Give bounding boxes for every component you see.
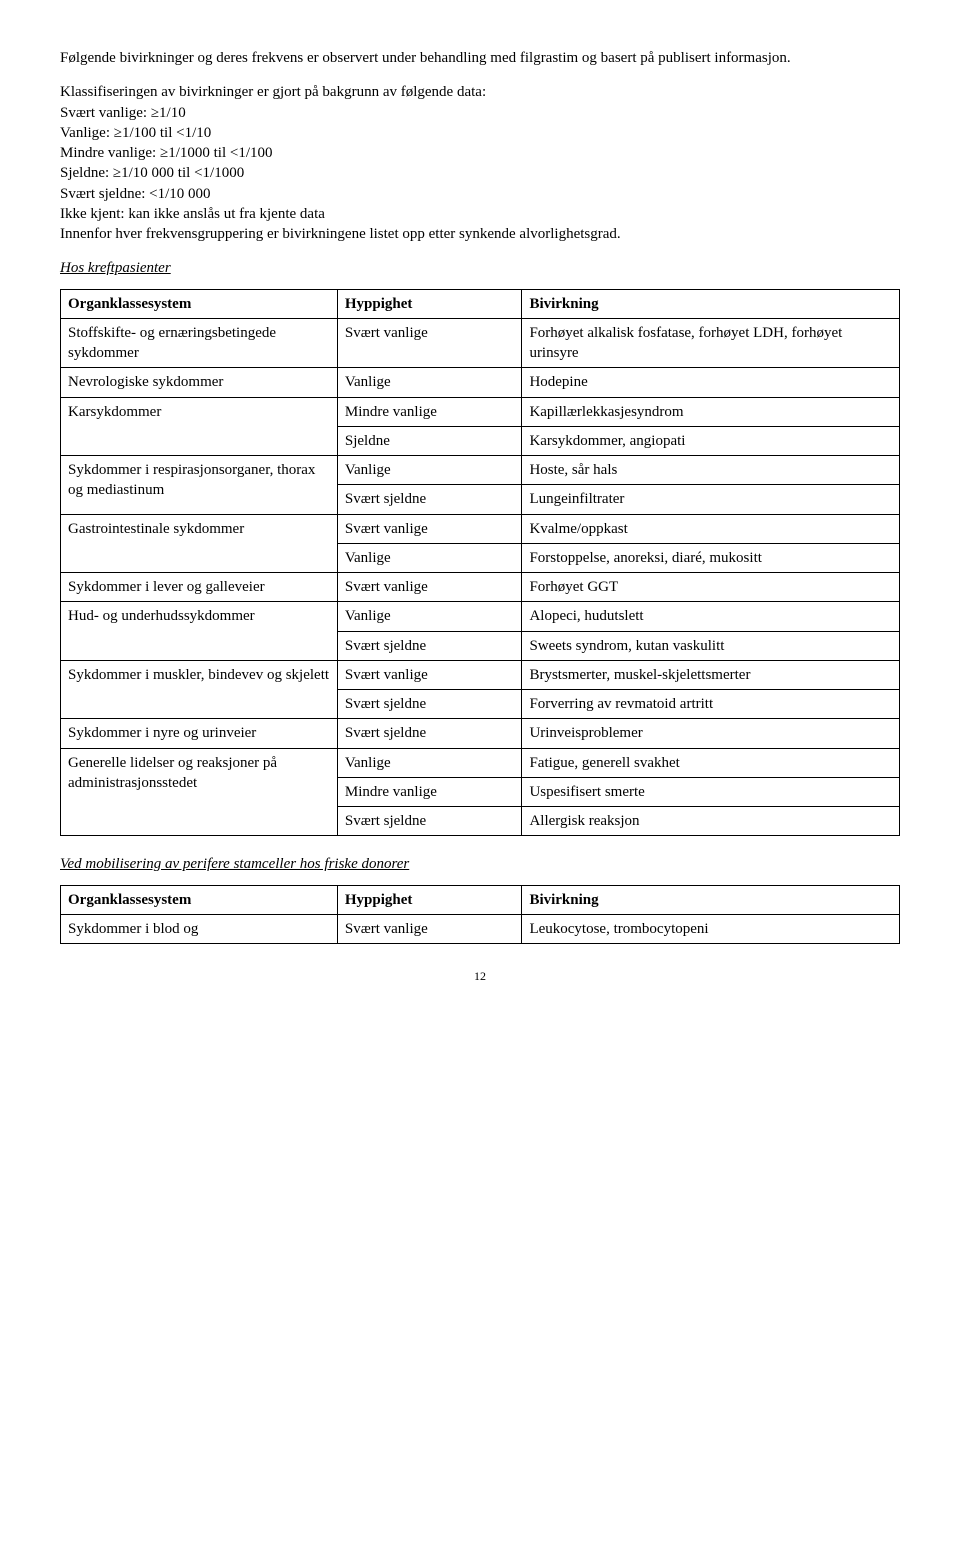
table-header-cell: Hyppighet (337, 289, 522, 318)
table-header-row: OrganklassesystemHyppighetBivirkning (61, 289, 900, 318)
table-row: Sykdommer i lever og galleveierSvært van… (61, 573, 900, 602)
table-cell: Hoste, sår hals (522, 456, 900, 485)
def-line: Svært sjeldne: <1/10 000 (60, 184, 900, 204)
table-cell: Svært vanlige (337, 660, 522, 689)
def-line: Svært vanlige: ≥1/10 (60, 103, 900, 123)
table-cell: Gastrointestinale sykdommer (61, 514, 338, 573)
table-row: Nevrologiske sykdommerVanligeHodepine (61, 368, 900, 397)
table-cell: Fatigue, generell svakhet (522, 748, 900, 777)
table-cell: Svært sjeldne (337, 690, 522, 719)
table-cell: Vanlige (337, 748, 522, 777)
table-cell: Uspesifisert smerte (522, 777, 900, 806)
table-cell: Stoffskifte- og ernæringsbetingede sykdo… (61, 318, 338, 368)
table-header-cell: Organklassesystem (61, 885, 338, 914)
def-line: Mindre vanlige: ≥1/1000 til <1/100 (60, 143, 900, 163)
table-cell: Sykdommer i respirasjonsorganer, thorax … (61, 456, 338, 515)
defs-intro: Klassifiseringen av bivirkninger er gjor… (60, 82, 900, 102)
table-2: OrganklassesystemHyppighetBivirkningSykd… (60, 885, 900, 945)
table-cell: Forhøyet alkalisk fosfatase, forhøyet LD… (522, 318, 900, 368)
table-cell: Allergisk reaksjon (522, 807, 900, 836)
table-cell: Karsykdommer, angiopati (522, 426, 900, 455)
table-row: Generelle lidelser og reaksjoner på admi… (61, 748, 900, 777)
table-cell: Brystsmerter, muskel-skjelettsmerter (522, 660, 900, 689)
def-line: Vanlige: ≥1/100 til <1/10 (60, 123, 900, 143)
defs-post: Innenfor hver frekvensgruppering er bivi… (60, 224, 900, 244)
table-cell: Svært sjeldne (337, 485, 522, 514)
table-header-cell: Organklassesystem (61, 289, 338, 318)
table-cell: Mindre vanlige (337, 397, 522, 426)
table-cell: Sjeldne (337, 426, 522, 455)
table-cell: Vanlige (337, 602, 522, 631)
table-header-cell: Hyppighet (337, 885, 522, 914)
table-cell: Vanlige (337, 368, 522, 397)
table-cell: Nevrologiske sykdommer (61, 368, 338, 397)
table-row: Gastrointestinale sykdommerSvært vanlige… (61, 514, 900, 543)
table-cell: Hodepine (522, 368, 900, 397)
table-cell: Mindre vanlige (337, 777, 522, 806)
table-cell: Forstoppelse, anoreksi, diaré, mukositt (522, 543, 900, 572)
table-cell: Karsykdommer (61, 397, 338, 456)
table-row: Sykdommer i blod ogSvært vanligeLeukocyt… (61, 914, 900, 943)
table-cell: Generelle lidelser og reaksjoner på admi… (61, 748, 338, 836)
table-cell: Kapillærlekkasjesyndrom (522, 397, 900, 426)
intro-paragraph: Følgende bivirkninger og deres frekvens … (60, 48, 900, 68)
table-cell: Svært vanlige (337, 318, 522, 368)
def-line: Ikke kjent: kan ikke anslås ut fra kjent… (60, 204, 900, 224)
page-number: 12 (60, 968, 900, 984)
table-cell: Svært vanlige (337, 914, 522, 943)
table-cell: Forhøyet GGT (522, 573, 900, 602)
table-cell: Lungeinfiltrater (522, 485, 900, 514)
table-row: Sykdommer i muskler, bindevev og skjelet… (61, 660, 900, 689)
table-cell: Forverring av revmatoid artritt (522, 690, 900, 719)
table-header-cell: Bivirkning (522, 885, 900, 914)
table-1: OrganklassesystemHyppighetBivirkningStof… (60, 289, 900, 837)
table-row: Sykdommer i nyre og urinveierSvært sjeld… (61, 719, 900, 748)
table-header-row: OrganklassesystemHyppighetBivirkning (61, 885, 900, 914)
table-cell: Sykdommer i lever og galleveier (61, 573, 338, 602)
table-cell: Svært sjeldne (337, 807, 522, 836)
section1-title: Hos kreftpasienter (60, 258, 900, 278)
table-row: KarsykdommerMindre vanligeKapillærlekkas… (61, 397, 900, 426)
section2-title: Ved mobilisering av perifere stamceller … (60, 854, 900, 874)
table-cell: Sweets syndrom, kutan vaskulitt (522, 631, 900, 660)
definitions-block: Klassifiseringen av bivirkninger er gjor… (60, 82, 900, 244)
table-row: Hud- og underhudssykdommerVanligeAlopeci… (61, 602, 900, 631)
table-cell: Sykdommer i muskler, bindevev og skjelet… (61, 660, 338, 719)
table-cell: Kvalme/oppkast (522, 514, 900, 543)
table-cell: Svært vanlige (337, 514, 522, 543)
table-cell: Sykdommer i blod og (61, 914, 338, 943)
table-cell: Sykdommer i nyre og urinveier (61, 719, 338, 748)
table-cell: Leukocytose, trombocytopeni (522, 914, 900, 943)
table-cell: Svært sjeldne (337, 719, 522, 748)
table-cell: Vanlige (337, 543, 522, 572)
table-cell: Svært sjeldne (337, 631, 522, 660)
table-cell: Svært vanlige (337, 573, 522, 602)
table-cell: Vanlige (337, 456, 522, 485)
table-row: Stoffskifte- og ernæringsbetingede sykdo… (61, 318, 900, 368)
def-line: Sjeldne: ≥1/10 000 til <1/1000 (60, 163, 900, 183)
table-header-cell: Bivirkning (522, 289, 900, 318)
table-cell: Alopeci, hudutslett (522, 602, 900, 631)
table-row: Sykdommer i respirasjonsorganer, thorax … (61, 456, 900, 485)
table-cell: Hud- og underhudssykdommer (61, 602, 338, 661)
table-cell: Urinveisproblemer (522, 719, 900, 748)
